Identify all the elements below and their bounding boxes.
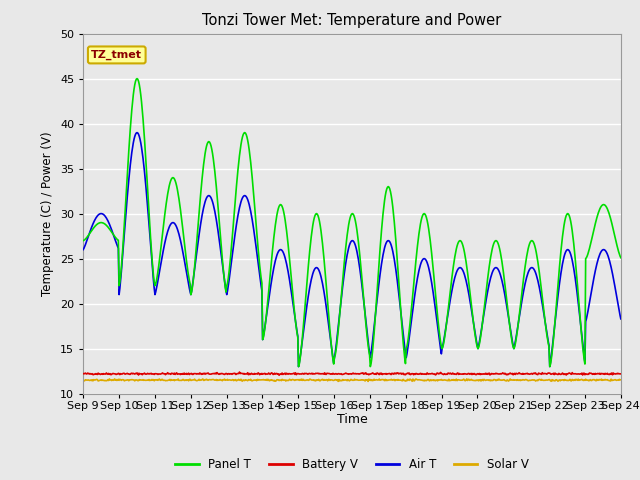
Air T: [435, 329, 442, 335]
Solar V: [79, 377, 87, 383]
Panel T: [89, 226, 97, 232]
Panel T: [435, 321, 442, 327]
Solar V: [617, 377, 625, 383]
Text: TZ_tmet: TZ_tmet: [92, 50, 142, 60]
Air T: [419, 257, 426, 263]
Solar V: [419, 378, 426, 384]
Solar V: [145, 377, 153, 383]
Solar V: [435, 377, 442, 383]
Battery V: [617, 371, 625, 377]
Solar V: [228, 377, 236, 383]
Panel T: [133, 76, 141, 82]
Legend: Panel T, Battery V, Air T, Solar V: Panel T, Battery V, Air T, Solar V: [171, 454, 533, 476]
Solar V: [200, 377, 207, 383]
Air T: [617, 316, 625, 322]
Solar V: [364, 379, 372, 384]
Battery V: [419, 371, 426, 377]
Panel T: [419, 213, 426, 218]
Panel T: [617, 255, 625, 261]
Panel T: [145, 210, 153, 216]
Y-axis label: Temperature (C) / Power (V): Temperature (C) / Power (V): [42, 132, 54, 296]
Panel T: [200, 162, 207, 168]
Battery V: [435, 371, 442, 377]
Battery V: [236, 369, 243, 375]
Battery V: [275, 372, 283, 378]
Solar V: [89, 378, 97, 384]
Air T: [294, 364, 302, 370]
Line: Air T: Air T: [83, 132, 621, 367]
Air T: [89, 221, 97, 227]
Title: Tonzi Tower Met: Temperature and Power: Tonzi Tower Met: Temperature and Power: [202, 13, 502, 28]
Battery V: [227, 371, 235, 377]
Air T: [133, 130, 141, 135]
Panel T: [294, 364, 302, 370]
Battery V: [89, 372, 97, 378]
Air T: [228, 254, 236, 260]
X-axis label: Time: Time: [337, 413, 367, 426]
Battery V: [79, 371, 87, 376]
Air T: [79, 247, 87, 252]
Panel T: [79, 238, 87, 243]
Solar V: [106, 376, 113, 382]
Line: Battery V: Battery V: [83, 372, 621, 375]
Line: Solar V: Solar V: [83, 379, 621, 382]
Battery V: [199, 372, 207, 377]
Battery V: [145, 371, 152, 376]
Air T: [200, 205, 207, 211]
Panel T: [228, 238, 236, 243]
Air T: [145, 221, 153, 227]
Line: Panel T: Panel T: [83, 79, 621, 367]
